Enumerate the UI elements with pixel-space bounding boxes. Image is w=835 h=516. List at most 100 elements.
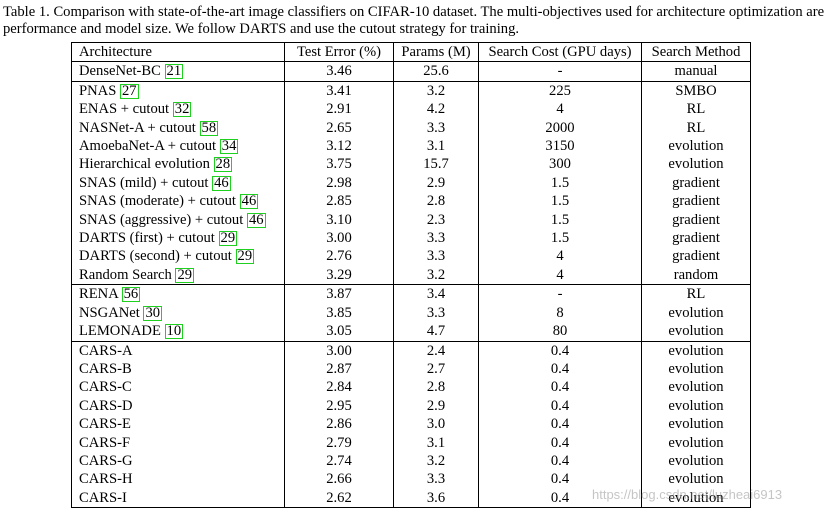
citation-link[interactable]: 46	[246, 211, 266, 228]
cell-search-method: RL	[641, 284, 751, 304]
cell-search-cost: 2000	[478, 118, 642, 138]
cell-architecture: CARS-C	[71, 378, 285, 397]
table-row: AmoebaNet-A + cutout 34 3.12 3.1 3150 evolut…	[71, 137, 751, 156]
cell-params: 2.4	[393, 341, 479, 360]
cell-architecture: ENAS + cutout 32	[71, 100, 285, 119]
cell-params: 2.9	[393, 173, 479, 193]
architecture-name: CARS-H	[79, 471, 133, 488]
cell-params: 3.3	[393, 229, 479, 248]
table-header: Architecture Test Error (%) Params (M) S…	[71, 42, 751, 62]
cell-architecture: RENA 56	[71, 284, 285, 304]
cell-params: 3.2	[393, 451, 479, 471]
cell-search-method: evolution	[641, 451, 751, 471]
cell-params: 25.6	[393, 61, 479, 82]
citation-link[interactable]: 46	[212, 174, 231, 191]
table-row: DenseNet-BC 21 3.46 25.6- manual	[71, 61, 751, 82]
cell-params: 4.2	[393, 100, 479, 119]
cell-search-method: evolution	[641, 488, 751, 508]
cell-search-cost: 8	[478, 303, 642, 323]
cell-architecture: CARS-D	[71, 396, 285, 416]
cell-search-method: manual	[641, 61, 751, 82]
cell-search-method: evolution	[641, 155, 751, 174]
cell-search-cost: 0.4	[478, 396, 642, 416]
cell-params: 2.7	[393, 359, 479, 379]
table-group: CARS-A 3.00 2.4 0.4 evolution CARS-B 2.87 2.7 0.…	[71, 341, 751, 508]
cell-architecture: SNAS (mild) + cutout 46	[71, 173, 285, 193]
cell-params: 3.2	[393, 81, 479, 101]
col-header-search-method: Search Method	[641, 42, 751, 62]
cell-params: 2.3	[393, 210, 479, 230]
citation-link[interactable]: 46	[239, 193, 259, 210]
citation-link[interactable]: 29	[175, 266, 195, 283]
cell-search-cost: -	[478, 61, 642, 82]
cell-test-error: 2.62	[284, 488, 394, 508]
cell-search-cost: 300	[478, 155, 642, 174]
cell-test-error: 2.85	[284, 192, 394, 211]
architecture-name: PNAS	[79, 82, 117, 99]
cell-search-method: evolution	[641, 341, 751, 360]
cell-test-error: 2.91	[284, 100, 394, 119]
architecture-name: CARS-A	[79, 342, 133, 359]
cell-test-error: 3.46	[284, 61, 394, 82]
citation-link[interactable]: 34	[219, 138, 239, 155]
cell-architecture: SNAS (aggressive) + cutout 46	[71, 210, 285, 230]
cell-architecture: Hierarchical evolution 28	[71, 155, 285, 174]
cell-search-method: random	[641, 265, 751, 285]
cell-search-method: gradient	[641, 210, 751, 230]
cell-search-method: RL	[641, 118, 751, 138]
cell-search-method: evolution	[641, 396, 751, 416]
cell-search-cost: 1.5	[478, 210, 642, 230]
architecture-name: SNAS (moderate) + cutout	[79, 193, 236, 210]
architecture-name: SNAS (mild) + cutout	[79, 174, 209, 191]
cell-search-method: RL	[641, 100, 751, 119]
cell-params: 3.3	[393, 470, 479, 489]
citation-link[interactable]: 10	[164, 323, 184, 340]
architecture-name: ENAS + cutout	[79, 101, 170, 118]
table-row: Hierarchical evolution 28 3.75 15.7 300 evol…	[71, 155, 751, 174]
citation-link[interactable]: 29	[218, 230, 238, 247]
citation-link[interactable]: 21	[164, 63, 184, 80]
table-row: CARS-B 2.87 2.7 0.4 evolution	[71, 359, 751, 379]
table-row: SNAS (moderate) + cutout 46 2.85 2.8 1.5 gra…	[71, 192, 751, 211]
table-row: Random Search 29 3.29 3.2 4 random	[71, 265, 751, 285]
architecture-name: SNAS (aggressive) + cutout	[79, 211, 244, 228]
table-row: CARS-D 2.95 2.9 0.4 evolution	[71, 396, 751, 416]
architecture-name: CARS-C	[79, 379, 132, 396]
cell-params: 3.3	[393, 118, 479, 138]
cell-architecture: DARTS (second) + cutout 29	[71, 247, 285, 266]
citation-link[interactable]: 29	[235, 248, 255, 265]
cell-search-cost: 0.4	[478, 433, 642, 452]
cell-search-method: gradient	[641, 229, 751, 248]
cell-test-error: 3.29	[284, 265, 394, 285]
architecture-name: CARS-G	[79, 452, 133, 469]
col-header-search-cost: Search Cost (GPU days)	[478, 42, 642, 62]
citation-link[interactable]: 56	[121, 286, 141, 303]
citation-link[interactable]: 28	[213, 156, 233, 173]
architecture-name: CARS-I	[79, 489, 127, 506]
cell-search-cost: 1.5	[478, 192, 642, 211]
citation-link[interactable]: 32	[172, 101, 192, 118]
cell-architecture: DenseNet-BC 21	[71, 61, 285, 82]
citation-link[interactable]: 30	[143, 304, 163, 321]
cell-search-cost: 0.4	[478, 415, 642, 434]
architecture-name: AmoebaNet-A + cutout	[79, 138, 217, 155]
cell-test-error: 3.00	[284, 341, 394, 360]
cell-search-cost: 4	[478, 247, 642, 266]
table-group: PNAS 27 3.41 3.2 225 SMBO ENAS + cutout 32 2.9…	[71, 81, 751, 285]
cell-search-cost: 0.4	[478, 451, 642, 471]
cell-test-error: 2.79	[284, 433, 394, 452]
cell-test-error: 3.85	[284, 303, 394, 323]
citation-link[interactable]: 58	[199, 119, 219, 136]
architecture-name: NASNet-A + cutout	[79, 119, 196, 136]
table-group: RENA 56 3.87 3.4- RL NSGANet 30 3.85 3.3 8 evolu…	[71, 284, 751, 341]
cell-search-cost: -	[478, 284, 642, 304]
cell-params: 2.9	[393, 396, 479, 416]
cell-params: 4.7	[393, 322, 479, 341]
cell-test-error: 2.76	[284, 247, 394, 266]
cell-search-method: gradient	[641, 247, 751, 266]
table-row: CARS-A 3.00 2.4 0.4 evolution	[71, 341, 751, 360]
cell-test-error: 2.87	[284, 359, 394, 379]
citation-link[interactable]: 27	[119, 82, 139, 99]
cell-architecture: NSGANet 30	[71, 303, 285, 323]
cell-search-method: evolution	[641, 470, 751, 489]
